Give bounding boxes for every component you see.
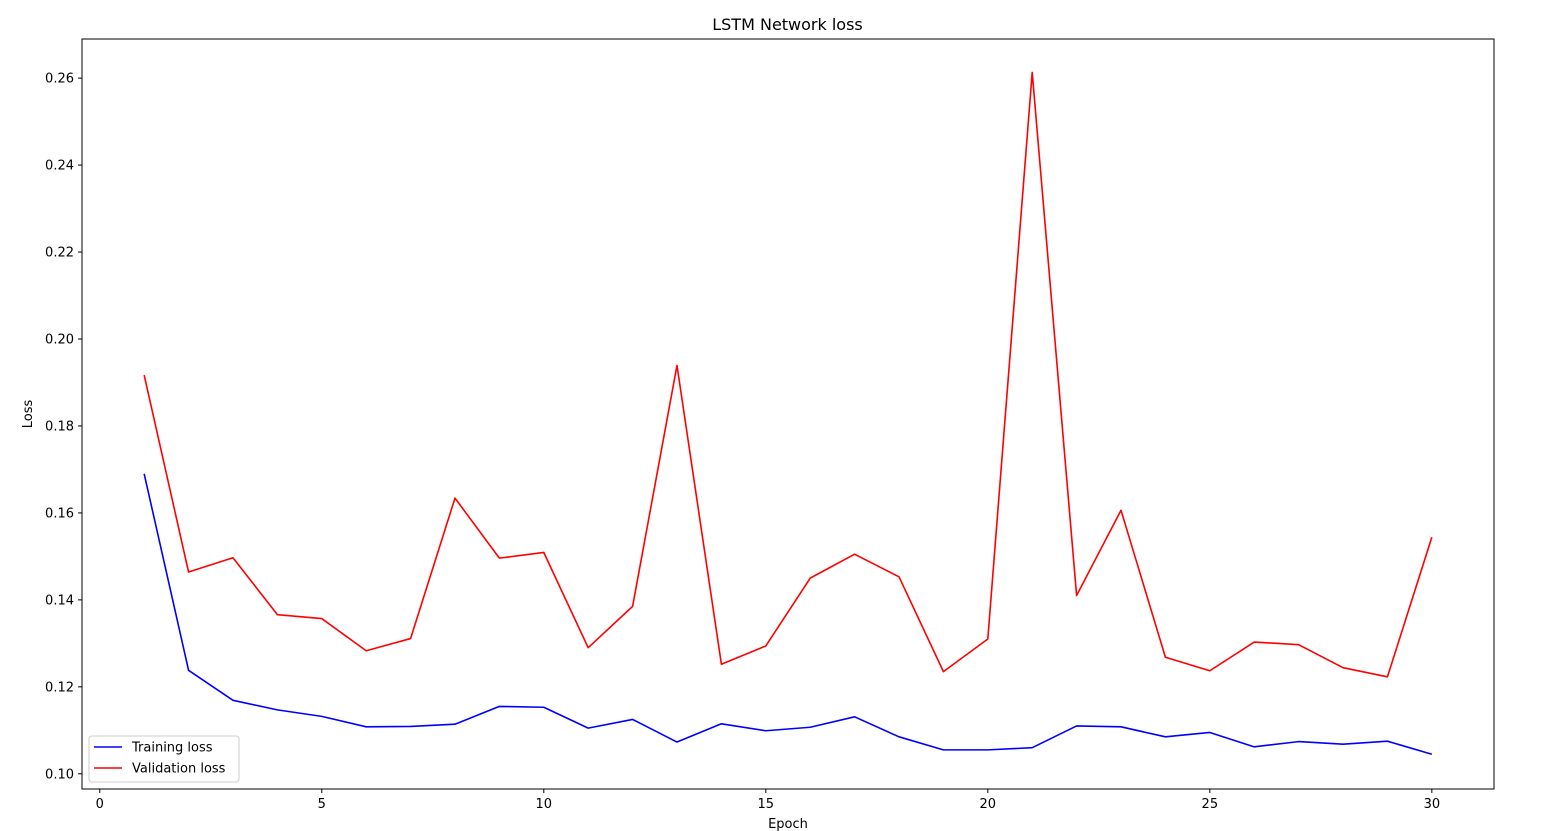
legend-box — [88, 735, 240, 783]
y-tick-label: 0.26 — [45, 72, 74, 87]
x-tick-label: 25 — [1202, 797, 1219, 812]
x-axis: 0 5 10 15 20 25 30 — [96, 789, 1440, 812]
x-tick-label: 0 — [96, 797, 104, 812]
y-tick-label: 0.22 — [45, 246, 74, 261]
series-line-training-loss — [143, 473, 1433, 755]
legend: Training loss Validation loss — [88, 735, 240, 783]
legend-label: Validation loss — [132, 762, 226, 777]
chart-title: LSTM Network loss — [712, 15, 863, 34]
y-tick-label: 0.10 — [45, 767, 74, 782]
y-tick-label: 0.16 — [45, 506, 74, 521]
x-axis-label: Epoch — [768, 817, 808, 831]
y-axis-label: Loss — [21, 400, 36, 429]
series-layer — [143, 71, 1433, 755]
x-tick-label: 10 — [536, 797, 553, 812]
x-tick-label: 15 — [758, 797, 775, 812]
x-tick-label: 20 — [980, 797, 997, 812]
plot-area — [81, 38, 1495, 790]
y-tick-label: 0.18 — [45, 419, 74, 434]
y-axis: 0.10 0.12 0.14 0.16 0.18 0.20 0.22 0.24 0.26 — [45, 72, 82, 782]
y-tick-label: 0.14 — [45, 593, 74, 608]
legend-label: Training loss — [131, 741, 213, 756]
y-tick-label: 0.24 — [45, 159, 74, 174]
series-line-validation-loss — [143, 71, 1433, 678]
x-tick-label: 5 — [318, 797, 326, 812]
y-tick-label: 0.12 — [45, 680, 74, 695]
plot-frame — [81, 38, 1495, 790]
x-tick-label: 30 — [1424, 797, 1441, 812]
y-tick-label: 0.20 — [45, 333, 74, 348]
